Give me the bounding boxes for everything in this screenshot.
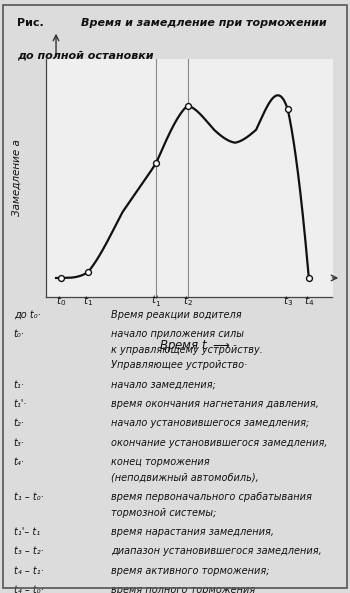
- Point: [153, 158, 159, 168]
- Text: начало замедления;: начало замедления;: [111, 380, 216, 390]
- Text: до t₀·: до t₀·: [14, 310, 41, 320]
- Text: t₄ – t₀·: t₄ – t₀·: [14, 585, 43, 593]
- Text: время окончания нагнетания давления,: время окончания нагнетания давления,: [111, 399, 319, 409]
- Text: тормозной системы;: тормозной системы;: [111, 508, 217, 518]
- Text: t₁·: t₁·: [14, 380, 25, 390]
- Text: конец торможения: конец торможения: [111, 457, 210, 467]
- Text: время активного торможения;: время активного торможения;: [111, 566, 270, 576]
- Text: t₁'·: t₁'·: [14, 399, 27, 409]
- Text: $t_1'$: $t_1'$: [151, 294, 161, 309]
- Text: время нарастания замедления,: время нарастания замедления,: [111, 527, 274, 537]
- Text: Замедление a: Замедление a: [12, 139, 22, 216]
- Text: Рис.: Рис.: [17, 18, 55, 28]
- Text: диапазон установившегося замедления,: диапазон установившегося замедления,: [111, 546, 322, 556]
- Text: $t_0$: $t_0$: [56, 294, 66, 308]
- Text: Время и замедление при торможении: Время и замедление при торможении: [81, 18, 327, 28]
- Text: t₂·: t₂·: [14, 418, 25, 428]
- Text: (неподвижный автомобиль),: (неподвижный автомобиль),: [111, 473, 259, 483]
- Text: Время t $\longrightarrow$: Время t $\longrightarrow$: [159, 338, 230, 354]
- Text: t₃·: t₃·: [14, 438, 25, 448]
- Text: к управляющему устройству.: к управляющему устройству.: [111, 345, 263, 355]
- Text: t₁ – t₀·: t₁ – t₀·: [14, 492, 43, 502]
- Text: t₄·: t₄·: [14, 457, 25, 467]
- Text: Управляющее устройство·: Управляющее устройство·: [111, 360, 247, 370]
- Point: [58, 273, 64, 283]
- Point: [185, 101, 190, 110]
- Text: $t_2$: $t_2$: [183, 294, 193, 308]
- Text: начало установившегося замедления;: начало установившегося замедления;: [111, 418, 309, 428]
- Point: [85, 267, 90, 277]
- Point: [306, 273, 312, 283]
- Text: до полной остановки: до полной остановки: [17, 51, 154, 61]
- Text: время первоначального срабатывания: время первоначального срабатывания: [111, 492, 312, 502]
- Text: окончание установившегося замедления,: окончание установившегося замедления,: [111, 438, 328, 448]
- Text: время полного торможения: время полного торможения: [111, 585, 256, 593]
- Text: t₄ – t₁·: t₄ – t₁·: [14, 566, 43, 576]
- Text: $t_3$: $t_3$: [283, 294, 293, 308]
- Point: [285, 104, 290, 114]
- Text: $t_1$: $t_1$: [83, 294, 93, 308]
- Text: t₀·: t₀·: [14, 329, 25, 339]
- Text: Время реакции водителя: Время реакции водителя: [111, 310, 242, 320]
- Text: t₃ – t₂·: t₃ – t₂·: [14, 546, 43, 556]
- Text: t₁'– t₁: t₁'– t₁: [14, 527, 40, 537]
- Text: начало приложения силы: начало приложения силы: [111, 329, 244, 339]
- Text: $t_4$: $t_4$: [304, 294, 314, 308]
